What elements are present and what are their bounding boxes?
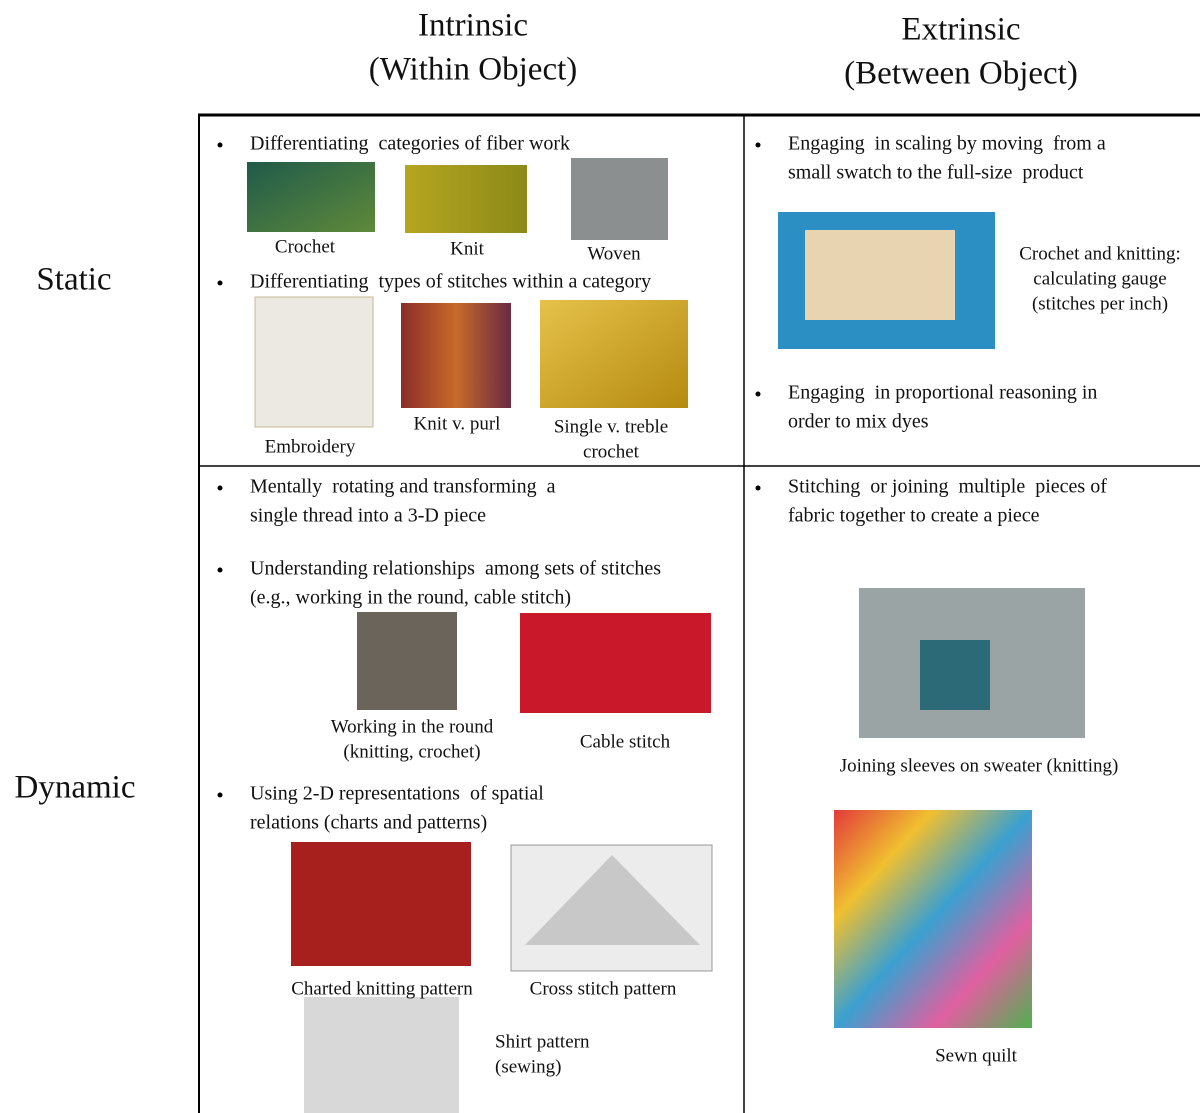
- image-caption: Shirt pattern: [495, 1031, 590, 1052]
- bullet-dot: [755, 485, 761, 491]
- image-caption: Sewn quilt: [935, 1045, 1018, 1066]
- bullet-dot: [217, 792, 223, 798]
- bullet-text: relations (charts and patterns): [250, 812, 487, 834]
- image-caption: (sewing): [495, 1056, 561, 1077]
- image-caption: Woven: [587, 243, 641, 264]
- table-lines: [198, 113, 1200, 1113]
- bullet-text: Differentiating types of stitches within…: [250, 271, 651, 293]
- bullet-text: small swatch to the full-size product: [788, 162, 1084, 184]
- column-header: Extrinsic: [901, 12, 1020, 48]
- bullet-dot: [217, 142, 223, 148]
- image-caption: Embroidery: [265, 436, 356, 457]
- image-caption: (knitting, crochet): [343, 741, 480, 762]
- image-caption: Cross stitch pattern: [530, 978, 677, 999]
- image-caption: Knit v. purl: [414, 413, 501, 434]
- bullet-text: Engaging in proportional reasoning in: [788, 382, 1097, 404]
- bullet-dot: [755, 391, 761, 397]
- column-header: (Between Object): [844, 56, 1078, 92]
- bullet-text: Differentiating categories of fiber work: [250, 133, 570, 155]
- image-caption: Joining sleeves on sweater (knitting): [840, 755, 1119, 776]
- row-header: Static: [36, 262, 111, 298]
- bullet-text: Engaging in scaling by moving from a: [788, 133, 1106, 155]
- bullet-text: order to mix dyes: [788, 411, 929, 433]
- image-caption: crochet: [583, 441, 640, 462]
- image-caption: Charted knitting pattern: [291, 978, 473, 999]
- image-caption: Single v. treble: [554, 416, 668, 437]
- bullet-text: Mentally rotating and transforming a: [250, 476, 556, 498]
- image-caption: Crochet and knitting:: [1019, 243, 1180, 264]
- image-caption: Working in the round: [331, 716, 494, 737]
- bullet-text: Using 2-D representations of spatial: [250, 783, 544, 805]
- bullet-dot: [217, 280, 223, 286]
- bullet-text: Understanding relationships among sets o…: [250, 558, 661, 580]
- bullet-text: Stitching or joining multiple pieces of: [788, 476, 1107, 498]
- images: [247, 158, 1085, 1113]
- image-caption: Crochet: [275, 236, 336, 257]
- column-header: (Within Object): [369, 52, 578, 88]
- column-header: Intrinsic: [418, 8, 528, 44]
- image-caption: calculating gauge: [1033, 268, 1166, 289]
- bullet-dot: [217, 567, 223, 573]
- bullet-text: fabric together to create a piece: [788, 505, 1040, 527]
- bullet-text: single thread into a 3-D piece: [250, 505, 486, 527]
- bullet-text: (e.g., working in the round, cable stitc…: [250, 587, 571, 609]
- image-caption: Cable stitch: [580, 731, 671, 752]
- image-caption: Knit: [450, 238, 485, 259]
- bullet-dot: [755, 142, 761, 148]
- image-caption: (stitches per inch): [1032, 293, 1168, 314]
- row-header: Dynamic: [15, 770, 136, 806]
- bullet-dot: [217, 485, 223, 491]
